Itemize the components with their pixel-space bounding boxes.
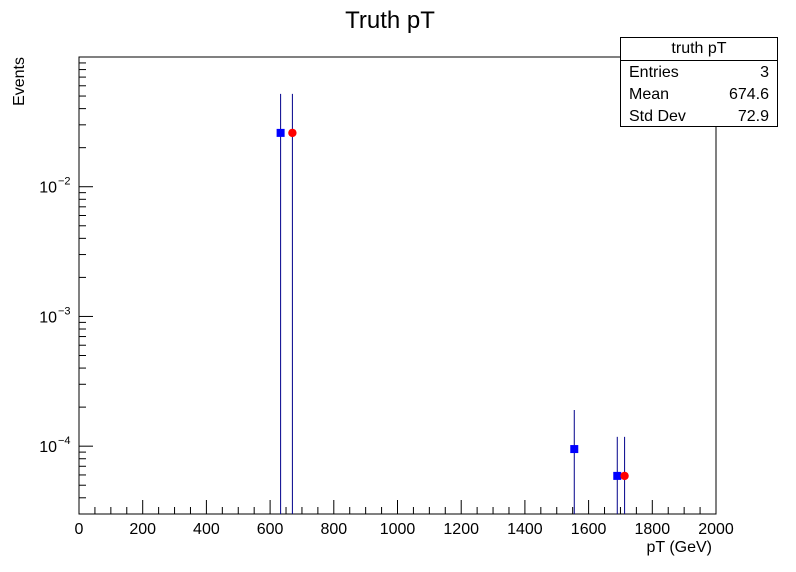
x-tick-label: 1800 — [635, 521, 671, 538]
stats-row-mean: Mean 674.6 — [621, 83, 777, 105]
x-axis-label: pT (GeV) — [647, 539, 713, 556]
chart-title: Truth pT — [345, 7, 435, 34]
stats-entries-label: Entries — [629, 64, 679, 81]
data-point-square — [570, 445, 579, 454]
stats-row-entries: Entries 3 — [621, 61, 777, 83]
y-tick-exponent: −2 — [58, 176, 71, 188]
stats-stddev-label: Std Dev — [629, 108, 686, 125]
x-tick-label: 1000 — [380, 521, 416, 538]
stats-row-stddev: Std Dev 72.9 — [621, 105, 777, 127]
x-tick-label: 2000 — [698, 521, 734, 538]
x-tick-label: 1600 — [571, 521, 607, 538]
x-tick-label: 0 — [75, 521, 84, 538]
x-tick-label: 600 — [257, 521, 284, 538]
x-axis: 0 200 400 600 800 1000 1200 1400 1600 1800 2000 — [75, 500, 734, 538]
x-tick-label: 800 — [320, 521, 347, 538]
x-tick-label: 1200 — [443, 521, 479, 538]
data-point-circle — [288, 128, 297, 138]
data-point-circle — [620, 471, 629, 481]
data-point-square — [613, 471, 622, 480]
y-tick-exponent: −4 — [58, 435, 71, 447]
y-tick-label: 10 — [39, 180, 57, 197]
x-tick-label: 200 — [129, 521, 156, 538]
x-tick-label: 400 — [193, 521, 220, 538]
y-tick-label: 10 — [39, 309, 57, 326]
stats-mean-value: 674.6 — [728, 86, 769, 103]
y-axis: 10−410−310−2 — [39, 56, 93, 515]
stats-entries-value: 3 — [760, 64, 769, 81]
y-axis-label: Events — [11, 57, 28, 106]
y-tick-label: 10 — [39, 439, 57, 456]
data-point-square — [276, 128, 285, 137]
stats-mean-label: Mean — [629, 86, 670, 103]
y-tick-exponent: −3 — [58, 305, 71, 317]
x-tick-label: 1400 — [507, 521, 543, 538]
stats-stddev-value: 72.9 — [737, 108, 769, 125]
stats-box-title: truth pT — [621, 38, 777, 61]
data-markers — [276, 93, 629, 514]
stats-box: truth pT Entries 3 Mean 674.6 Std Dev 72… — [620, 37, 778, 127]
